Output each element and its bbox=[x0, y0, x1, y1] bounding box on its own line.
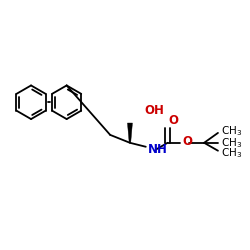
Text: O: O bbox=[182, 135, 192, 148]
Text: CH$_3$: CH$_3$ bbox=[221, 136, 242, 150]
Text: OH: OH bbox=[145, 104, 165, 117]
Polygon shape bbox=[128, 123, 132, 143]
Text: O: O bbox=[168, 114, 178, 126]
Text: CH$_3$: CH$_3$ bbox=[221, 146, 242, 160]
Text: NH: NH bbox=[148, 143, 168, 156]
Text: CH$_3$: CH$_3$ bbox=[221, 124, 242, 138]
